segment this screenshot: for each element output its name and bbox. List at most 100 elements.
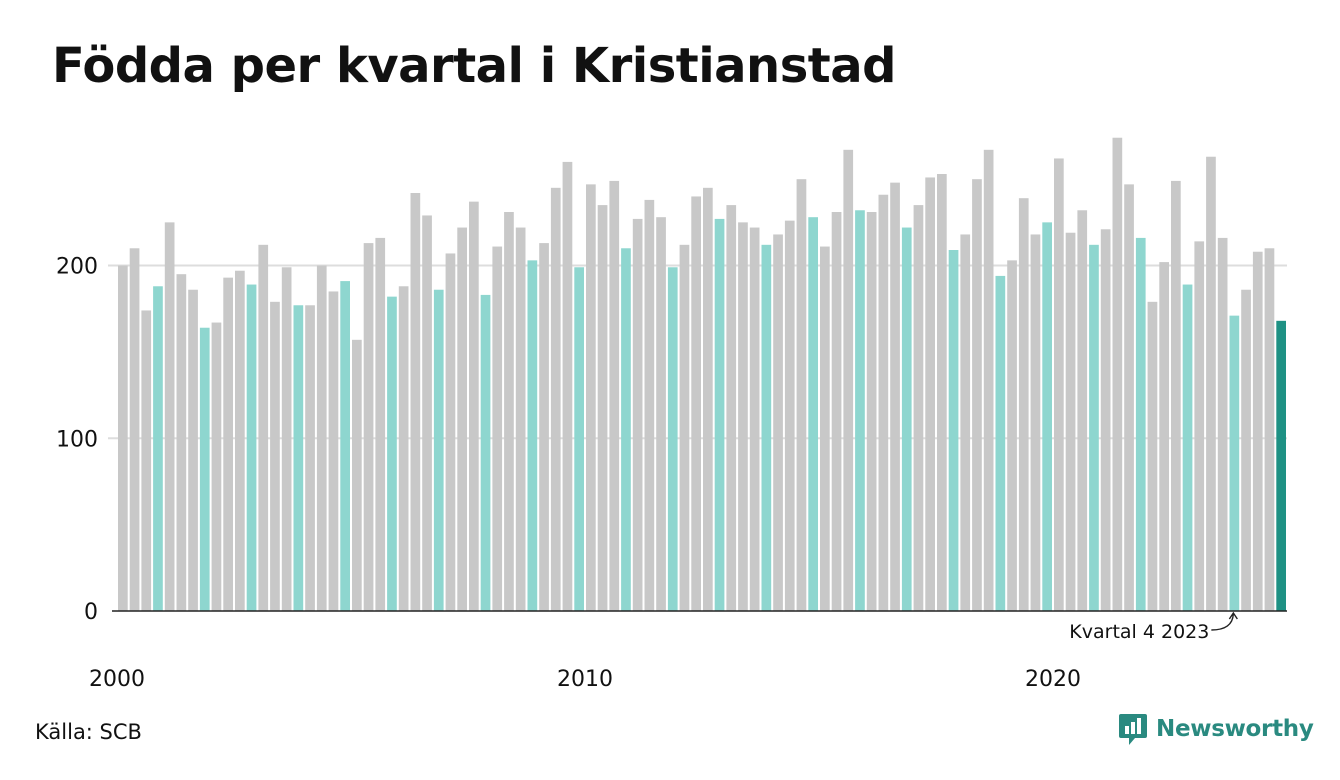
bar	[363, 243, 374, 611]
bar	[843, 149, 854, 611]
bar	[948, 250, 959, 611]
bar	[1276, 320, 1286, 611]
bar	[667, 267, 678, 611]
bar	[1194, 241, 1205, 611]
bar	[398, 286, 409, 611]
bar	[211, 322, 222, 611]
bar	[410, 193, 421, 611]
bar	[901, 227, 912, 611]
y-tick-label: 200	[56, 255, 98, 280]
bar	[539, 243, 549, 611]
bar	[305, 305, 315, 611]
bar	[855, 210, 865, 612]
bar	[960, 234, 971, 612]
x-axis-ticks: 2000 2010 2020	[89, 667, 1081, 692]
bar	[983, 149, 994, 611]
newsworthy-logo-icon	[1119, 714, 1147, 745]
bar	[890, 182, 900, 612]
bar	[1264, 248, 1275, 612]
bar	[1054, 158, 1064, 612]
annotation-arrow	[1211, 611, 1238, 631]
bar	[340, 281, 350, 611]
bar	[586, 184, 596, 611]
bar	[316, 265, 327, 611]
bar	[1217, 237, 1228, 611]
bar	[796, 179, 807, 611]
bar	[820, 246, 830, 611]
bar	[574, 267, 584, 611]
bar	[422, 215, 432, 612]
bar	[562, 161, 573, 611]
bar	[749, 227, 760, 611]
bar	[1100, 229, 1111, 612]
bar	[1007, 260, 1017, 611]
bar	[1089, 244, 1099, 611]
bar	[469, 201, 479, 612]
bar	[281, 267, 292, 611]
bar	[480, 294, 491, 611]
bar	[223, 277, 233, 611]
bar	[679, 244, 690, 611]
bar	[164, 222, 175, 611]
bar	[387, 296, 397, 611]
bar	[1171, 180, 1181, 611]
brand-name: Newsworthy	[1156, 716, 1314, 742]
x-tick-label: 2020	[1025, 667, 1081, 692]
x-tick-label: 2000	[89, 667, 145, 692]
bar	[352, 339, 362, 611]
bar	[925, 177, 935, 612]
bar	[1159, 262, 1169, 611]
bars	[118, 137, 1286, 612]
bar	[691, 196, 701, 612]
bar	[644, 199, 655, 611]
bar	[492, 246, 503, 611]
bar	[609, 180, 620, 611]
bar	[831, 212, 842, 611]
bar	[1112, 137, 1123, 611]
bar	[1030, 234, 1041, 612]
y-axis-ticks: 0 100 200	[56, 255, 98, 625]
bar	[118, 265, 128, 611]
bar	[714, 218, 725, 611]
bar	[1252, 251, 1263, 611]
bar	[937, 174, 947, 611]
annotation: Kvartal 4 2023	[1069, 611, 1238, 643]
bar	[293, 305, 304, 611]
source-note: Källa: SCB	[35, 720, 142, 744]
bar	[445, 253, 456, 612]
bar	[375, 237, 386, 611]
brand-logo: Newsworthy	[1118, 712, 1314, 746]
bar	[738, 222, 748, 611]
bar	[656, 217, 666, 611]
bar	[1018, 198, 1029, 611]
bar	[141, 310, 152, 611]
bar	[597, 205, 608, 611]
bar	[995, 275, 1006, 611]
bar	[129, 248, 140, 612]
bar	[457, 227, 467, 611]
annotation-label: Kvartal 4 2023	[1069, 621, 1209, 643]
bar	[1206, 156, 1216, 611]
bar	[632, 218, 643, 611]
bar	[1229, 315, 1240, 611]
bar	[270, 301, 280, 611]
bar	[235, 270, 245, 611]
x-tick-label: 2010	[557, 667, 613, 692]
bar	[246, 284, 257, 611]
bar	[972, 179, 982, 611]
chart-title: Födda per kvartal i Kristianstad	[52, 38, 897, 94]
bar	[550, 187, 561, 611]
bar	[188, 289, 198, 611]
bar	[1077, 210, 1088, 612]
bar	[504, 212, 514, 611]
bar	[808, 217, 818, 611]
bar	[1147, 301, 1158, 611]
bar	[1042, 222, 1052, 611]
bar	[433, 289, 444, 611]
bar	[1182, 284, 1193, 611]
bar	[866, 212, 877, 611]
y-tick-label: 0	[84, 600, 98, 625]
bar	[1135, 237, 1146, 611]
bar	[726, 205, 737, 611]
bar	[703, 187, 713, 611]
